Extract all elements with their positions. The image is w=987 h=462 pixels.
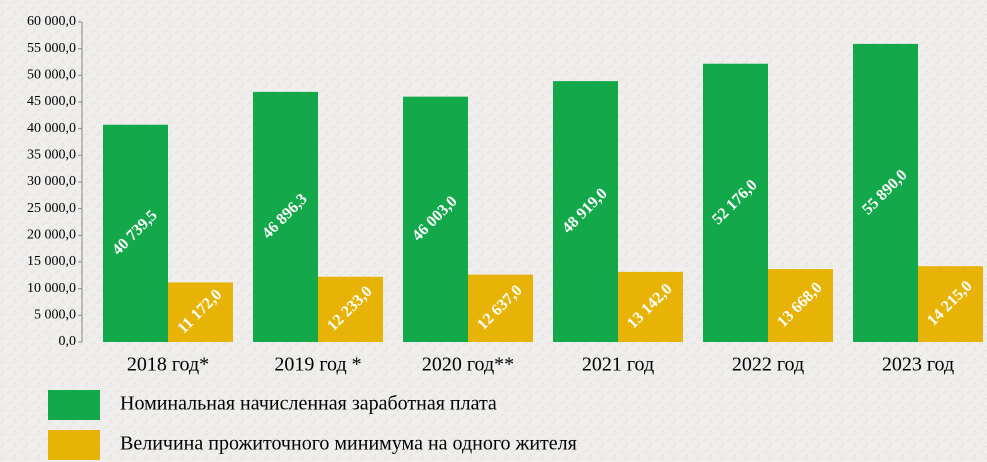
x-tick-label: 2023 год [882, 354, 954, 376]
x-tick-label: 2019 год * [274, 354, 361, 376]
bar [468, 274, 533, 342]
legend-swatch [48, 390, 100, 420]
bar [318, 276, 383, 342]
bar [853, 43, 918, 343]
legend-swatch [48, 430, 100, 460]
bar [618, 271, 683, 342]
bar [918, 266, 983, 342]
y-tick-label: 40 000,0 [27, 121, 76, 136]
y-tick-label: 50 000,0 [27, 68, 76, 83]
x-tick-label: 2021 год [582, 354, 654, 376]
legend-label: Номинальная начисленная заработная плата [120, 393, 497, 415]
y-tick-label: 35 000,0 [27, 148, 76, 163]
x-tick-label: 2018 год* [127, 354, 209, 376]
y-tick-label: 0,0 [59, 334, 77, 349]
x-tick-label: 2020 год** [422, 354, 514, 376]
y-tick-label: 55 000,0 [27, 41, 76, 56]
y-tick-label: 20 000,0 [27, 228, 76, 243]
x-tick-label: 2022 год [732, 354, 804, 376]
y-tick-label: 45 000,0 [27, 94, 76, 109]
bar [168, 282, 233, 342]
y-tick-label: 30 000,0 [27, 174, 76, 189]
bar [553, 81, 618, 342]
bar [253, 91, 318, 342]
y-tick-label: 15 000,0 [27, 254, 76, 269]
y-tick-label: 5 000,0 [34, 308, 76, 323]
bar [403, 96, 468, 342]
y-tick-label: 25 000,0 [27, 201, 76, 216]
bar [103, 124, 168, 343]
y-tick-label: 60 000,0 [27, 14, 76, 29]
bar [768, 269, 833, 342]
y-tick-label: 10 000,0 [27, 281, 76, 296]
bar [703, 63, 768, 343]
legend-label: Величина прожиточного минимума на одного… [120, 433, 577, 455]
